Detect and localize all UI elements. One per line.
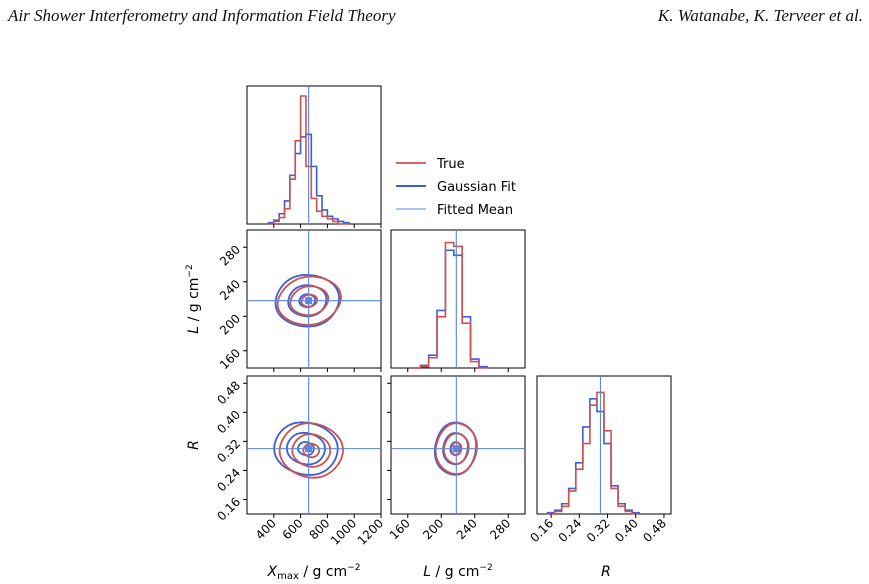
R-hist-xtick-label: 0.24 xyxy=(556,516,585,545)
paper-running-authors: K. Watanabe, K. Terveer et al. xyxy=(657,6,863,25)
R-vs-xmax-gauss-contour-3 xyxy=(273,421,339,476)
R-vs-L-mean-marker xyxy=(452,445,460,453)
R-vs-L-xtick-label: 240 xyxy=(454,516,480,542)
L-gauss-histogram xyxy=(411,249,489,369)
L-vs-xmax-true-contour-3 xyxy=(276,275,342,326)
x-axis-label-xmax: Xmax / g cm−2 xyxy=(267,563,361,582)
legend-label-3: Fitted Mean xyxy=(437,203,513,218)
R-vs-xmax-xtick-label: 1000 xyxy=(328,516,359,547)
R-true-histogram xyxy=(547,391,640,515)
x-axis-label-L: L / g cm−2 xyxy=(423,563,492,580)
R-vs-xmax-mean-marker xyxy=(305,445,313,453)
R-vs-xmax-ytick-label: 0.48 xyxy=(214,378,243,407)
R-hist-xtick-label: 0.48 xyxy=(640,516,669,545)
legend-label-2: Gaussian Fit xyxy=(437,180,516,195)
y-axis-label-L: L / g cm−2 xyxy=(185,264,202,333)
R-vs-xmax-xtick-label: 400 xyxy=(253,516,279,542)
R-vs-xmax-gauss-contour-2 xyxy=(285,431,326,466)
panel-L-hist xyxy=(390,229,526,369)
R-vs-xmax-ytick-label: 0.16 xyxy=(214,495,243,524)
R-vs-xmax-xtick-label: 600 xyxy=(280,516,306,542)
R-vs-xmax-ytick-label: 0.24 xyxy=(214,466,243,495)
xmax-true-histogram xyxy=(268,95,349,225)
panel-L-vs-xmax xyxy=(246,229,382,369)
R-hist-xtick-label: 0.32 xyxy=(584,516,613,545)
R-vs-xmax-xtick-label: 1200 xyxy=(355,516,386,547)
panel-R-hist xyxy=(536,375,672,515)
R-vs-xmax-ytick-label: 0.32 xyxy=(214,437,243,466)
R-vs-L-xtick-label: 280 xyxy=(487,516,513,542)
paper-running-title: Air Shower Interferometry and Informatio… xyxy=(8,6,396,25)
R-hist-xtick-label: 0.40 xyxy=(612,516,641,545)
R-gauss-histogram xyxy=(546,398,641,514)
L-vs-xmax-ytick-label: 280 xyxy=(217,242,243,268)
L-vs-xmax-ytick-label: 200 xyxy=(217,311,243,337)
legend-label-1: True xyxy=(436,157,465,172)
R-vs-L-xtick-label: 200 xyxy=(420,516,446,542)
panel-xmax-hist xyxy=(246,85,382,225)
R-vs-L-xtick-label: 160 xyxy=(387,516,413,542)
y-axis-label-R: R xyxy=(186,440,202,450)
L-vs-xmax-mean-marker xyxy=(305,297,313,305)
L-vs-xmax-ytick-label: 240 xyxy=(217,277,243,303)
R-vs-xmax-ytick-label: 0.40 xyxy=(214,408,243,437)
panel-R-vs-L xyxy=(390,375,526,515)
R-vs-xmax-true-contour-1 xyxy=(302,442,321,459)
R-hist-xtick-label: 0.16 xyxy=(527,516,556,545)
panel-R-vs-xmax xyxy=(246,375,382,515)
L-vs-xmax-true-contour-2 xyxy=(289,285,330,317)
L-true-histogram xyxy=(411,241,488,369)
L-vs-xmax-ytick-label: 160 xyxy=(217,346,243,372)
x-axis-label-R: R xyxy=(601,564,611,580)
